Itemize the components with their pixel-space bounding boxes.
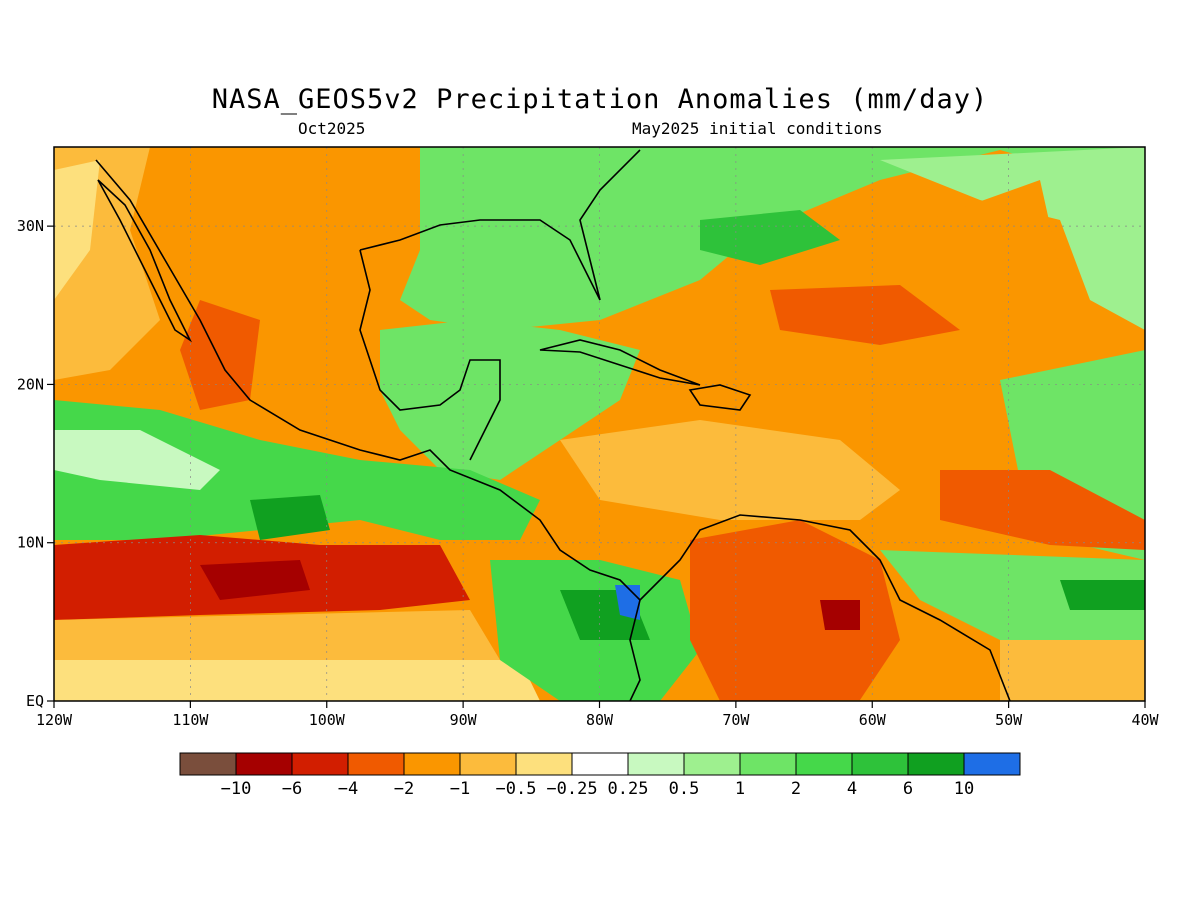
dry-zone-tropical-atlantic <box>940 470 1145 550</box>
wet-zone-guiana-offshore <box>880 550 1145 640</box>
weak-wet-zone-pacific <box>54 430 220 490</box>
wet-zone-western-atlantic <box>400 147 1145 330</box>
colorbar-label: −0.25 <box>546 779 597 799</box>
colorbar-label: 10 <box>954 779 974 799</box>
colorbar-swatch <box>739 752 797 776</box>
lat-tick-label: 30N <box>17 217 44 235</box>
coastline-us-gulf <box>359 149 641 301</box>
colorbar-label: 4 <box>847 779 857 799</box>
latitude-axis: EQ 10N 20N 30N <box>17 217 54 710</box>
forecast-month: Oct2025 <box>298 119 366 138</box>
wet-core-atlantic <box>700 210 840 265</box>
colorbar-label: 0.25 <box>608 779 649 799</box>
coastlines <box>95 149 1011 701</box>
dry-core-mexico <box>180 300 260 410</box>
colorbar-swatch <box>851 752 909 776</box>
colorbar-swatch <box>963 752 1021 776</box>
coastline-cuba <box>539 339 701 386</box>
colorbar-swatch <box>515 752 573 776</box>
colorbar-label: 6 <box>903 779 913 799</box>
graticule <box>54 147 1145 701</box>
lon-tick-label: 60W <box>859 711 887 729</box>
colorbar-label: 2 <box>791 779 801 799</box>
lon-tick-label: 50W <box>995 711 1023 729</box>
lon-tick-label: 100W <box>309 711 346 729</box>
lon-tick-label: 90W <box>450 711 478 729</box>
colorbar-label: 0.5 <box>669 779 700 799</box>
initial-conditions: May2025 initial conditions <box>632 119 883 138</box>
dry-zone-venezuela <box>690 520 900 701</box>
dry-zone-caribbean <box>560 420 900 520</box>
lon-tick-label: 70W <box>722 711 750 729</box>
dry-core-venezuela <box>820 600 860 630</box>
colorbar-label: −1 <box>450 779 470 799</box>
coastline-south-america <box>639 514 1011 701</box>
dry-core-itcz <box>200 560 310 600</box>
colorbar-swatch <box>179 752 237 776</box>
longitude-axis: 120W 110W 100W 90W 80W 70W 60W 50W 40W <box>36 701 1160 729</box>
colorbar-swatch <box>683 752 741 776</box>
colorbar: −10 −6 −4 −2 −1 −0.5 −0.25 0.25 0.5 1 2 4 6 10 <box>179 752 1021 799</box>
dry-zone-central-atlantic <box>880 180 1060 300</box>
lon-tick-label: 110W <box>172 711 209 729</box>
coastline-hispaniola <box>688 384 752 411</box>
dry-zone-brazil-coast <box>1000 640 1145 701</box>
colorbar-label: 1 <box>735 779 745 799</box>
coastline-north-america <box>95 159 641 601</box>
coastline-gulf-of-mexico <box>359 249 501 461</box>
lon-tick-label: 120W <box>36 711 73 729</box>
colorbar-label: −2 <box>394 779 414 799</box>
colorbar-label: −4 <box>338 779 358 799</box>
lon-tick-label: 40W <box>1131 711 1159 729</box>
lon-tick-label: 80W <box>586 711 614 729</box>
colorbar-swatch <box>795 752 853 776</box>
colorbar-swatch <box>291 752 349 776</box>
colorbar-label: −10 <box>221 779 252 799</box>
colorbar-swatch <box>627 752 685 776</box>
wet-core-pacific <box>250 495 330 540</box>
wet-zone-northeast-atlantic <box>880 147 1145 330</box>
lat-tick-label: EQ <box>26 692 44 710</box>
dry-zone-equatorial-pacific <box>54 610 500 660</box>
wet-zone-gulf-yucatan <box>380 320 640 480</box>
colorbar-swatch <box>571 752 629 776</box>
colorbar-swatch <box>403 752 461 776</box>
colorbar-swatch <box>459 752 517 776</box>
lat-tick-label: 20N <box>17 375 44 393</box>
dry-core-central-atlantic <box>770 285 960 345</box>
map-title: NASA_GEOS5v2 Precipitation Anomalies (mm… <box>211 84 989 115</box>
wet-core-guiana-offshore <box>1060 580 1145 610</box>
wet-zone-eastern-pacific <box>54 400 540 540</box>
dry-zone-baja-offshore <box>54 160 100 300</box>
coastline-baja-california <box>97 179 193 343</box>
coastline-colombia-pacific <box>629 599 641 701</box>
colorbar-swatch <box>347 752 405 776</box>
colorbar-label: −0.5 <box>496 779 537 799</box>
lat-tick-label: 10N <box>17 534 44 552</box>
colorbar-swatch <box>907 752 965 776</box>
colorbar-swatch <box>235 752 293 776</box>
anomaly-field <box>54 147 1145 701</box>
weak-dry-zone-equator <box>54 660 540 701</box>
colorbar-label: −6 <box>282 779 302 799</box>
